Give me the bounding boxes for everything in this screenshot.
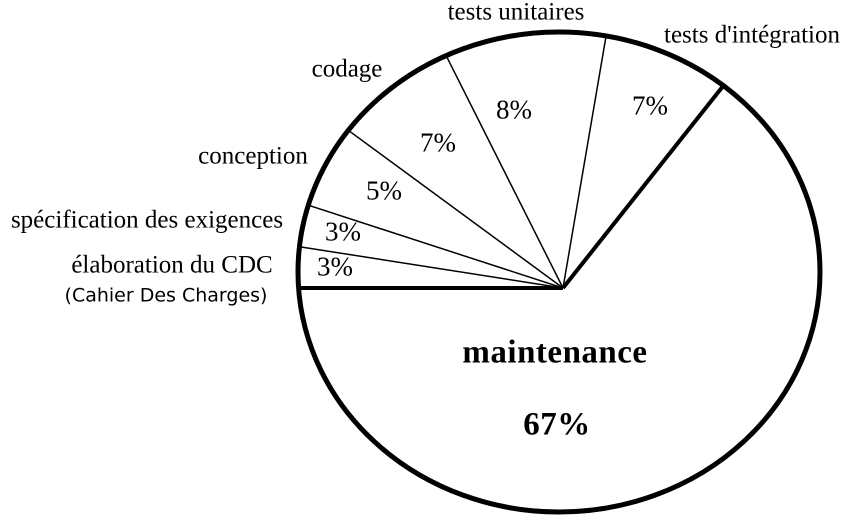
slice-value-tests-unitaires: 8% — [496, 94, 532, 125]
slice-boundary — [561, 84, 725, 290]
slice-boundary — [308, 204, 564, 289]
slice-label-conception: conception — [198, 142, 308, 170]
slice-value-tests-integration: 7% — [632, 90, 668, 121]
slice-value-codage: 7% — [420, 127, 456, 158]
slice-label-elaboration-cdc: élaboration du CDC — [71, 251, 273, 279]
slice-label-tests-unitaires: tests unitaires — [447, 0, 585, 26]
pie-outline — [295, 29, 823, 515]
slice-value-maintenance: 67% — [523, 406, 591, 443]
slice-label-codage: codage — [311, 55, 383, 83]
slice-boundary — [445, 55, 564, 289]
slice-value-conception: 5% — [366, 175, 402, 206]
slice-sublabel-cahier-des-charges: (Cahier Des Charges) — [64, 284, 268, 307]
slice-boundary — [347, 129, 564, 289]
slice-boundary — [299, 245, 564, 289]
slice-boundary — [562, 35, 607, 289]
slice-value-specification: 3% — [325, 216, 361, 247]
slice-label-tests-integration: tests d'intégration — [663, 21, 841, 49]
slice-label-maintenance: maintenance — [462, 334, 648, 371]
slice-value-elaboration-cdc: 3% — [317, 251, 353, 282]
slice-label-specification: spécification des exigences — [10, 206, 284, 234]
